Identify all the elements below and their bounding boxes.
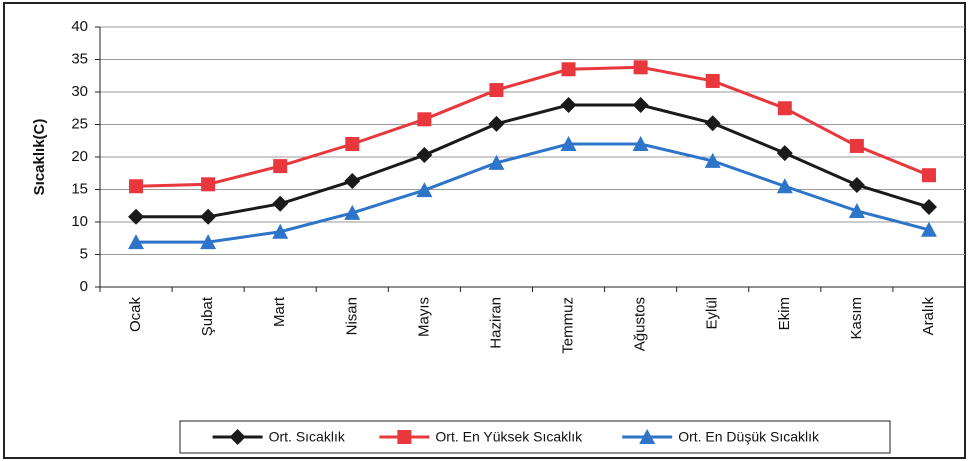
x-tick-label: Mart <box>271 296 288 327</box>
data-point <box>272 223 289 239</box>
x-tick-label: Temmuz <box>560 297 577 354</box>
series-line <box>136 65 930 188</box>
x-tick-label: Nisan <box>343 297 360 335</box>
data-point <box>848 176 865 193</box>
data-point <box>417 112 432 127</box>
data-point <box>200 208 217 225</box>
y-tick-label: 30 <box>71 83 88 100</box>
legend-box <box>179 420 891 454</box>
data-point <box>633 60 648 75</box>
data-point <box>488 154 505 170</box>
data-point <box>849 138 864 153</box>
x-tick-label: Kasım <box>848 297 865 340</box>
data-point <box>921 168 936 183</box>
data-point <box>344 204 361 220</box>
x-tick-label: Eylül <box>704 297 721 330</box>
data-point <box>920 221 937 237</box>
data-point <box>128 208 145 225</box>
data-point <box>272 195 289 212</box>
data-point <box>704 152 721 168</box>
legend-marker <box>639 429 656 444</box>
legend-label: Ort. Sıcaklık <box>269 429 346 445</box>
y-tick-label: 10 <box>71 213 88 230</box>
y-tick-label: 25 <box>71 115 88 132</box>
data-point <box>273 159 288 174</box>
data-point <box>128 234 145 250</box>
data-point <box>560 136 577 151</box>
data-point <box>416 182 433 198</box>
data-point <box>777 101 792 116</box>
data-point <box>129 179 144 194</box>
data-point <box>632 97 649 113</box>
data-point <box>488 115 505 132</box>
chart-frame <box>3 2 966 459</box>
data-point <box>201 177 216 192</box>
x-tick-label: Ağustos <box>632 297 649 351</box>
data-point <box>705 73 720 88</box>
data-point <box>489 83 504 98</box>
data-point <box>560 97 577 113</box>
legend-marker <box>229 429 246 445</box>
data-point <box>704 115 721 132</box>
data-point <box>632 136 649 151</box>
legend-marker <box>397 430 412 444</box>
y-tick-label: 5 <box>80 245 88 262</box>
data-point <box>776 178 793 194</box>
data-point <box>200 234 217 250</box>
series-line <box>136 103 930 219</box>
legend-label: Ort. En Yüksek Sıcaklık <box>435 429 583 445</box>
y-axis-label: Sıcaklık(C) <box>31 119 48 196</box>
x-tick-label: Ekim <box>776 297 793 330</box>
y-tick-label: 15 <box>71 180 88 197</box>
data-point <box>848 202 865 218</box>
legend-label: Ort. En Düşük Sıcaklık <box>678 429 820 445</box>
x-tick-label: Mayıs <box>415 297 432 337</box>
y-tick-label: 35 <box>71 50 88 67</box>
y-tick-label: 0 <box>80 278 88 295</box>
data-point <box>920 199 937 216</box>
y-tick-label: 40 <box>71 18 88 35</box>
data-point <box>344 173 361 190</box>
x-tick-label: Haziran <box>487 297 504 349</box>
x-tick-label: Şubat <box>199 296 216 336</box>
series-line <box>136 142 930 244</box>
x-tick-label: Aralık <box>920 297 937 336</box>
data-point <box>561 62 576 77</box>
x-tick-label: Ocak <box>127 297 144 333</box>
data-point <box>776 145 793 162</box>
y-tick-label: 20 <box>71 148 88 165</box>
data-point <box>416 147 433 164</box>
data-point <box>345 137 360 151</box>
